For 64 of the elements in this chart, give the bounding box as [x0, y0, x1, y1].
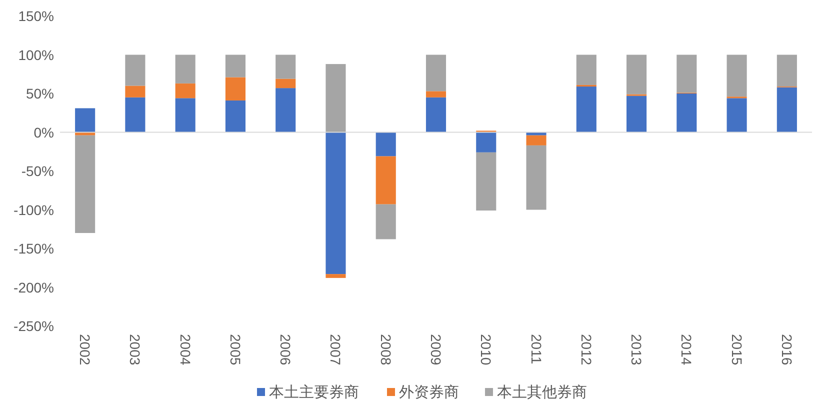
legend-label: 本土主要券商	[269, 384, 359, 401]
bar	[125, 54, 146, 86]
x-tick-label: 2014	[678, 334, 695, 366]
bar	[626, 96, 647, 132]
bar	[426, 91, 446, 98]
x-tick-label: 2007	[328, 334, 344, 366]
bar	[626, 54, 647, 94]
bar	[576, 54, 596, 85]
bar	[676, 94, 697, 132]
y-tick-label: 50%	[26, 86, 54, 102]
x-tick-label: 2011	[528, 334, 544, 364]
bar	[175, 83, 196, 98]
bar	[526, 145, 546, 210]
bar	[576, 86, 596, 132]
x-tick-label: 2008	[378, 334, 394, 366]
bar	[225, 77, 246, 100]
x-tick-label: 2015	[728, 334, 745, 366]
x-tick-label: 2002	[77, 334, 94, 366]
bar	[676, 54, 697, 93]
bar	[476, 132, 496, 152]
bar	[376, 156, 396, 204]
y-tick-label: -150%	[14, 240, 54, 256]
bar	[376, 204, 396, 240]
bar	[75, 135, 96, 233]
x-tick-label: 2013	[628, 334, 645, 366]
bar	[276, 78, 296, 88]
x-tick-label: 2003	[127, 334, 144, 366]
x-tick-label: 2010	[478, 334, 494, 366]
bar	[175, 54, 196, 84]
bar	[476, 152, 496, 211]
bar	[225, 54, 246, 78]
bar	[426, 97, 446, 132]
bar	[776, 54, 797, 87]
bar	[125, 86, 146, 98]
bar	[376, 132, 396, 156]
bar	[276, 54, 296, 79]
bar	[276, 88, 296, 132]
bar	[326, 64, 346, 132]
x-tick-label: 2005	[227, 334, 244, 366]
bar	[75, 108, 96, 132]
x-tick-label: 2006	[278, 334, 294, 366]
x-tick-label: 2016	[778, 334, 795, 366]
x-tick-label: 2012	[578, 334, 594, 366]
y-tick-label: 100%	[18, 46, 54, 63]
bar	[776, 87, 797, 132]
y-tick-label: 0%	[34, 124, 54, 140]
bar	[326, 274, 346, 278]
bar	[326, 132, 346, 274]
bar	[426, 54, 446, 92]
legend-label: 本土其他券商	[497, 384, 587, 401]
bar	[225, 100, 246, 132]
bar	[526, 135, 546, 146]
x-tick-label: 2009	[428, 334, 444, 366]
x-tick-label: 2004	[177, 334, 194, 366]
y-tick-label: -50%	[21, 163, 54, 179]
bar	[175, 98, 196, 132]
y-tick-label: 150%	[18, 8, 54, 24]
legend-label: 外资券商	[399, 384, 459, 401]
y-tick-label: -250%	[14, 318, 54, 334]
bar	[726, 98, 747, 132]
y-tick-label: -200%	[14, 279, 54, 296]
bar	[125, 97, 146, 132]
bar	[726, 54, 747, 97]
y-tick-label: -100%	[14, 202, 54, 218]
